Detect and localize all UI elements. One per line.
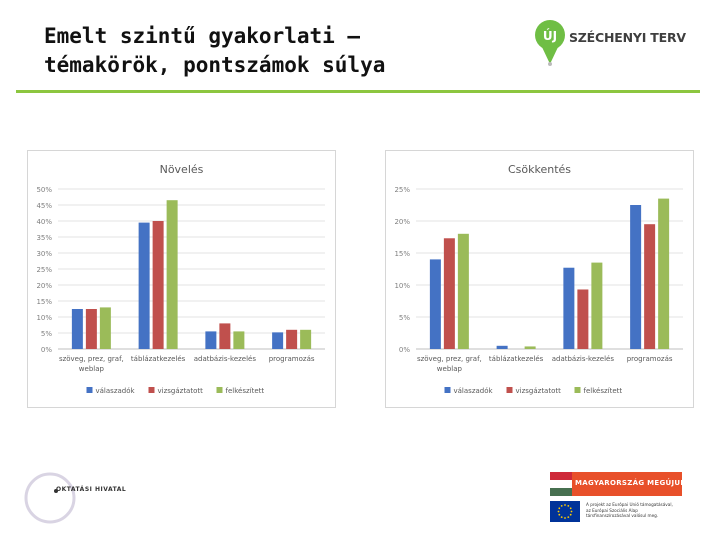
chart0-legend-label: felkészített [226,387,265,395]
chart0-ytick-label: 45% [36,202,52,210]
chart1-bar-1-3 [644,224,656,349]
chart0-category-label: programozás [269,355,315,363]
logo-badge-text: ÚJ [543,28,557,43]
szechenyi-terv-logo: ÚJ SZÉCHENYI TERV [533,18,703,72]
chart1-title: Csökkentés [508,163,571,176]
chart0-bar-2-3 [300,329,312,349]
chart0-ytick-label: 10% [36,314,52,322]
chart0-bar-2-0 [99,307,111,349]
chart1-bar-1-2 [577,289,589,349]
chart0-title: Növelés [160,163,204,176]
chart0-bar-0-0 [71,309,83,349]
chart-novekes-svg: Növelés 0% 5% 10% 15% 20% 25% 30% 35% 40% 45% 50% sz… [36,163,325,395]
chart0-bar-1-3 [286,329,298,349]
chart0-ytick-label: 40% [36,218,52,226]
chart1-ytick-label: 15% [394,250,410,258]
slide-title: Emelt szintű gyakorlati – témakörök, pon… [44,22,504,80]
chart0-ytick-label: 30% [36,250,52,258]
chart0-ytick-label: 0% [41,346,52,354]
chart1-bar-0-1 [496,345,508,349]
chart-csokkentes-svg: Csökkentés 0% 5% 10% 15% 20% 25% szöveg, prez, … [394,163,683,395]
chart1-ytick-label: 25% [394,186,410,194]
oktatasi-hivatal-logo: OKTATÁSI HIVATAL [24,470,154,526]
chart0-bar-0-2 [205,331,217,349]
chart1-bar-0-0 [429,259,441,349]
chart0-category-label: adatbázis-kezelés [194,355,257,363]
chart1-ytick-label: 5% [399,314,410,322]
chart1-legend-swatch [506,387,513,393]
chart1-category-label: táblázatkezelés [489,355,544,363]
chart0-legend-swatch [148,387,155,393]
chart1-bar-0-2 [563,267,575,349]
chart0-bar-1-1 [152,221,164,349]
chart0-ytick-label: 25% [36,266,52,274]
eu-text-line: A projekt az Európai Unió támogatásával, [586,502,673,507]
chart0-bar-2-1 [166,200,178,349]
chart0-ytick-label: 35% [36,234,52,242]
chart1-ytick-label: 0% [399,346,410,354]
eu-flag-icon [550,501,580,522]
hungarian-flag-icon [550,472,572,496]
chart1-ytick-label: 10% [394,282,410,290]
chart0-ytick-label: 5% [41,330,52,338]
chart1-bar-2-1 [524,346,536,349]
chart0-ytick-label: 50% [36,186,52,194]
chart0-category-label: táblázatkezelés [131,355,186,363]
chart0-bar-0-1 [138,222,150,349]
chart0-category-label: szöveg, prez, graf, [59,355,124,363]
chart0-legend-label: vizsgáztatott [158,387,204,395]
chart1-legend-label: válaszadók [454,387,494,395]
chart-csokkentes: Csökkentés 0% 5% 10% 15% 20% 25% szöveg, prez, … [385,150,694,408]
chart1-legend-swatch [444,387,451,393]
magyarorszag-megujul-banner: MAGYARORSZÁG MEGÚJUL [550,472,686,496]
chart0-legend-swatch [86,387,93,393]
chart0-bar-1-0 [85,309,97,349]
chart1-bar-2-3 [658,198,670,349]
chart1-bar-1-0 [443,238,455,349]
chart1-legend-label: felkészített [584,387,623,395]
chart1-bar-0-3 [630,205,642,349]
chart1-category-label: adatbázis-kezelés [552,355,615,363]
eu-text-line: társfinanszírozásával valósul meg. [586,513,659,518]
chart0-bar-0-3 [272,332,284,349]
chart1-legend-label: vizsgáztatott [516,387,562,395]
oh-logo-text: OKTATÁSI HIVATAL [56,486,127,493]
location-pin-icon: ÚJ [535,20,565,66]
slide-title-line-2: témakörök, pontszámok súlya [44,53,386,77]
eu-support-text: A projekt az Európai Unió támogatásával,… [586,502,696,519]
chart1-legend-swatch [574,387,581,393]
chart0-legend-label: válaszadók [96,387,136,395]
chart0-ytick-label: 15% [36,298,52,306]
logo-text: SZÉCHENYI TERV [569,30,686,45]
chart1-category-label: weblap [437,365,463,373]
chart-novekes: Növelés 0% 5% 10% 15% 20% 25% 30% 35% 40% 45% 50% sz… [27,150,336,408]
banner-text: MAGYARORSZÁG MEGÚJUL [575,479,686,487]
chart1-ytick-label: 20% [394,218,410,226]
chart0-bar-1-2 [219,323,231,349]
chart0-category-label: weblap [79,365,105,373]
slide-title-line-1: Emelt szintű gyakorlati – [44,24,361,48]
chart0-legend-swatch [216,387,223,393]
chart0-bar-2-2 [233,331,245,349]
chart0-ytick-label: 20% [36,282,52,290]
chart1-category-label: szöveg, prez, graf, [417,355,482,363]
title-divider [16,90,700,93]
chart1-bar-2-2 [591,262,603,349]
eu-text-line: az Európai Szociális Alap [586,507,638,513]
chart1-bar-2-0 [457,233,469,349]
chart1-category-label: programozás [627,355,673,363]
oh-circle-icon [24,472,76,524]
